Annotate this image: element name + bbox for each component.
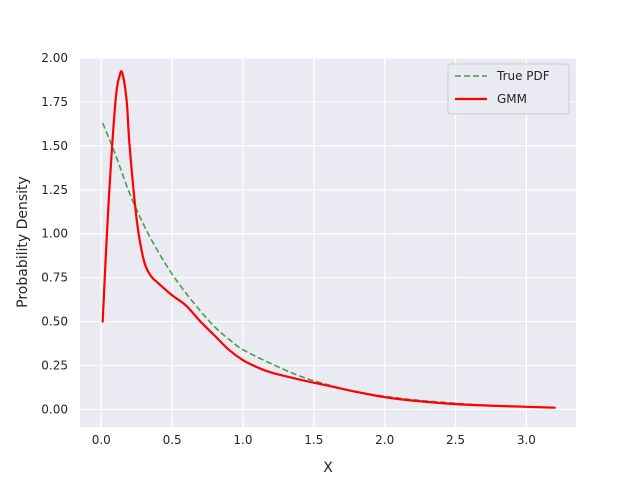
y-tick-label: 1.75: [41, 95, 68, 109]
series-line-gmm: [101, 70, 556, 409]
x-tick-label: 2.0: [375, 433, 394, 447]
y-tick-label: 0.00: [41, 402, 68, 416]
y-axis-label: Probability Density: [15, 176, 31, 308]
y-tick-label: 1.25: [41, 183, 68, 197]
series-layer: [101, 70, 556, 409]
legend-label-true-pdf: True PDF: [496, 69, 550, 83]
x-tick-label: 3.0: [517, 433, 536, 447]
y-tick-label: 1.00: [41, 227, 68, 241]
y-tick-label: 0.75: [41, 271, 68, 285]
y-tick-label: 2.00: [41, 51, 68, 65]
y-tick-label: 1.50: [41, 139, 68, 153]
x-tick-label: 1.0: [233, 433, 252, 447]
grid: [80, 57, 576, 427]
x-tick-label: 1.5: [304, 433, 323, 447]
x-ticks: 0.0 0.5 1.0 1.5 2.0 2.5 3.0: [92, 433, 536, 447]
x-axis-label: X: [323, 460, 333, 476]
x-tick-label: 0.0: [92, 433, 111, 447]
y-tick-label: 0.50: [41, 315, 68, 329]
legend: True PDF GMM: [447, 63, 570, 115]
legend-label-gmm: GMM: [497, 92, 527, 106]
y-tick-label: 0.25: [41, 359, 68, 373]
y-ticks: 0.00 0.25 0.50 0.75 1.00 1.25 1.50 1.75 2.00: [41, 51, 68, 416]
x-tick-label: 2.5: [446, 433, 465, 447]
x-tick-label: 0.5: [163, 433, 182, 447]
